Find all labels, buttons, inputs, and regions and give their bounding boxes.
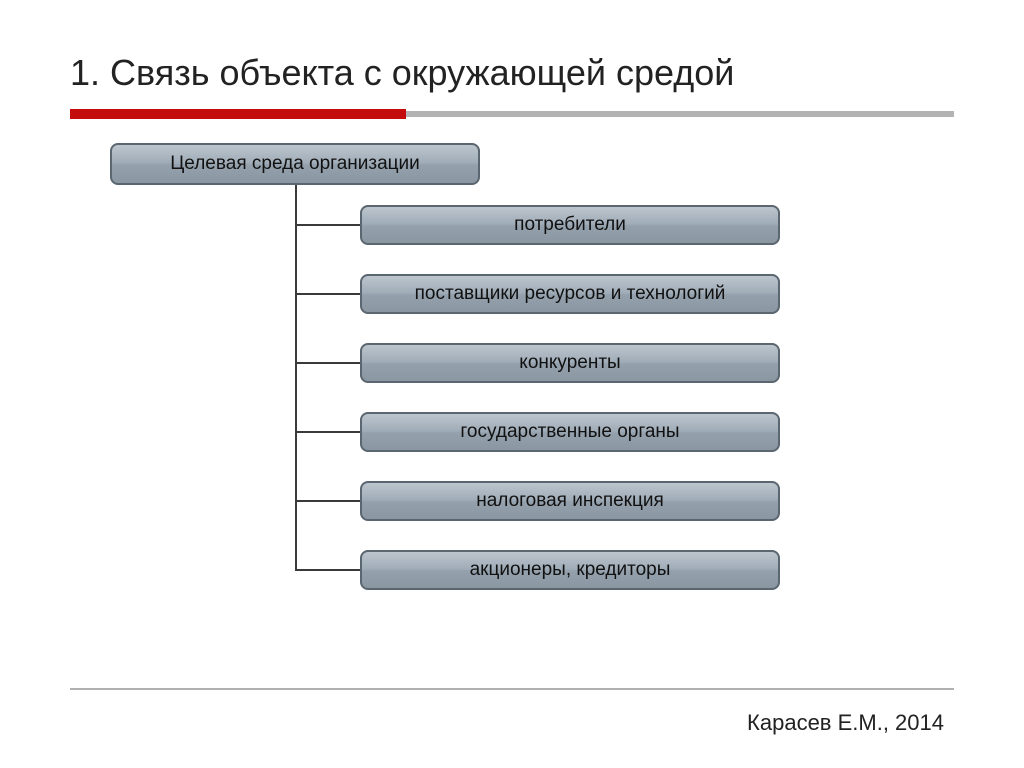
underline-base — [406, 111, 954, 117]
diagram-child-node: акционеры, кредиторы — [360, 550, 780, 590]
org-diagram: Целевая среда организации потребители пос… — [70, 143, 954, 613]
diagram-child-node: налоговая инспекция — [360, 481, 780, 521]
slide-title: 1. Связь объекта с окружающей средой — [70, 50, 954, 95]
diagram-child-node: государственные органы — [360, 412, 780, 452]
diagram-root-node: Целевая среда организации — [110, 143, 480, 185]
diagram-child-node: потребители — [360, 205, 780, 245]
connector-branch — [295, 362, 360, 364]
diagram-child-label: государственные органы — [460, 421, 679, 443]
title-underline — [70, 109, 954, 119]
diagram-child-label: налоговая инспекция — [476, 490, 664, 512]
connector-branch — [295, 500, 360, 502]
diagram-child-label: акционеры, кредиторы — [470, 559, 671, 581]
slide-footer: Карасев Е.М., 2014 — [747, 710, 944, 736]
connector-branch — [295, 293, 360, 295]
slide: 1. Связь объекта с окружающей средой Цел… — [0, 0, 1024, 768]
connector-trunk — [295, 185, 297, 570]
diagram-child-label: потребители — [514, 214, 626, 236]
diagram-child-node: конкуренты — [360, 343, 780, 383]
connector-branch — [295, 224, 360, 226]
diagram-child-node: поставщики ресурсов и технологий — [360, 274, 780, 314]
underline-accent — [70, 109, 406, 119]
diagram-child-label: поставщики ресурсов и технологий — [415, 283, 726, 305]
bottom-rule — [70, 688, 954, 690]
diagram-child-label: конкуренты — [519, 352, 620, 374]
connector-branch — [295, 569, 360, 571]
diagram-root-label: Целевая среда организации — [170, 153, 420, 175]
connector-branch — [295, 431, 360, 433]
